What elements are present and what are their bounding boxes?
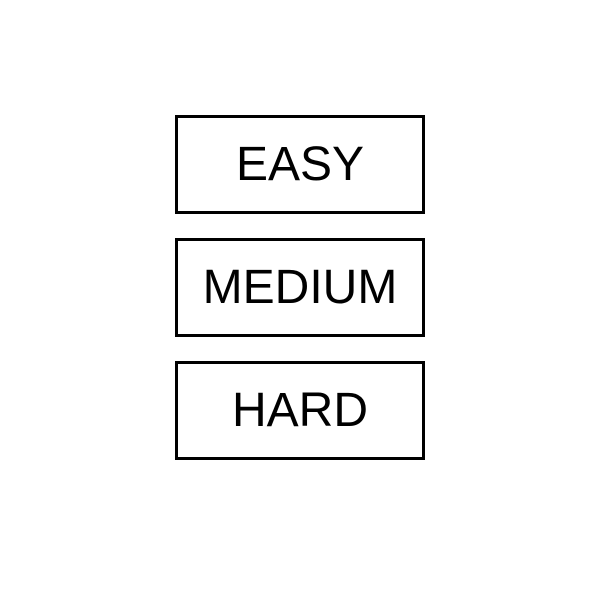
easy-button-label: EASY (235, 137, 365, 191)
hard-button-label: HARD (231, 383, 368, 437)
medium-button-label: MEDIUM (202, 260, 398, 314)
medium-button[interactable]: MEDIUM (175, 238, 425, 337)
hard-button[interactable]: HARD (175, 361, 425, 460)
easy-button[interactable]: EASY (175, 115, 425, 214)
difficulty-menu: EASY MEDIUM HARD (175, 115, 425, 460)
